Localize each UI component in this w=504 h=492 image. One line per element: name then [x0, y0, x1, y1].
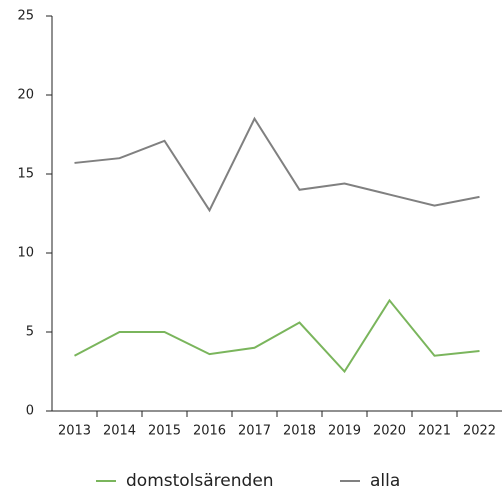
x-tick-label: 2016: [193, 424, 226, 439]
x-tick-label: 2019: [328, 424, 361, 439]
series-line: [74, 116, 480, 213]
x-tick-label: 2020: [373, 424, 406, 439]
legend: domstolsärenden alla: [96, 471, 400, 491]
y-tick-label: 25: [17, 9, 34, 24]
x-tick-label: 2017: [238, 424, 271, 439]
y-tick-label: 10: [17, 246, 34, 261]
legend-label: alla: [370, 471, 400, 491]
y-tick-label: 0: [26, 404, 34, 419]
x-tick-label: 2013: [58, 424, 91, 439]
y-tick-label: 15: [17, 167, 34, 182]
series-line: [74, 298, 480, 374]
x-tick-label: 2018: [283, 424, 316, 439]
legend-label: domstolsärenden: [126, 471, 274, 491]
y-tick-label: 20: [17, 88, 34, 103]
x-tick-label: 2022: [463, 424, 496, 439]
x-tick-label: 2021: [418, 424, 451, 439]
x-tick-label: 2014: [103, 424, 136, 439]
x-tick-label: 2015: [148, 424, 181, 439]
y-tick-label: 5: [26, 325, 34, 340]
